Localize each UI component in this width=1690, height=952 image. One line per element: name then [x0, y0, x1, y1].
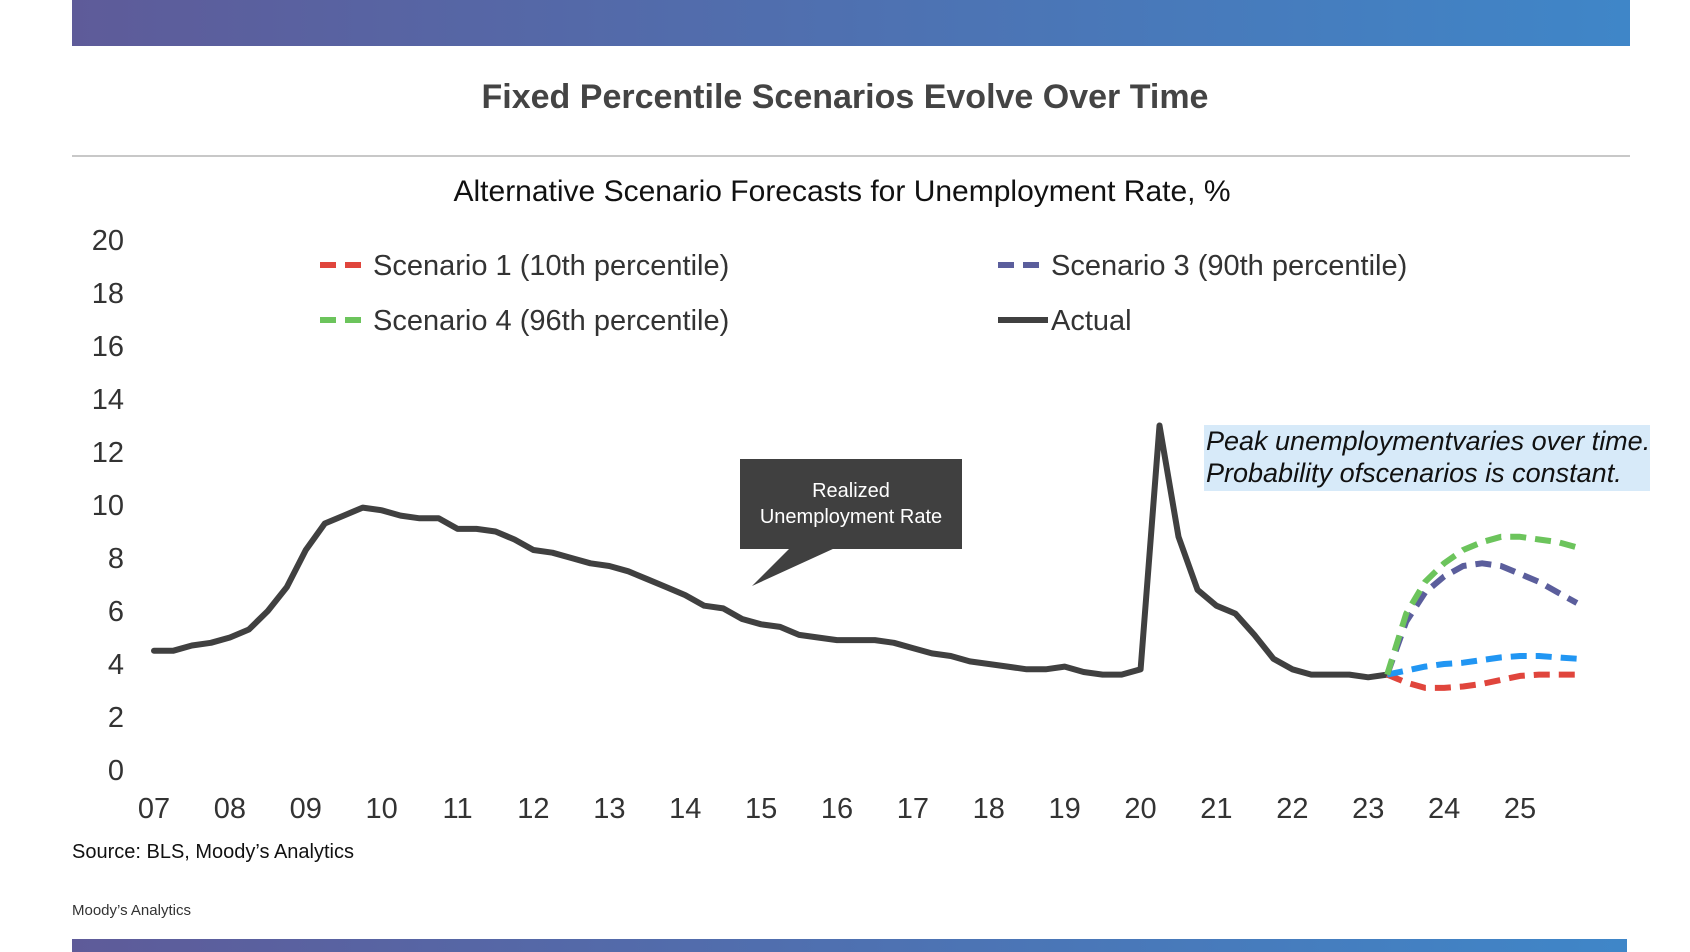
x-tick-label: 13 [593, 793, 625, 825]
y-tick-label: 18 [92, 278, 124, 310]
legend-item-actual: Actual [998, 305, 1132, 337]
top-banner [72, 0, 1630, 46]
y-tick-label: 6 [108, 596, 124, 628]
brand-footer: Moody’s Analytics [72, 902, 191, 919]
scenario-4-line [1384, 533, 1578, 676]
source-note: Source: BLS, Moody’s Analytics [72, 841, 354, 863]
y-axis-ticks: 0 2 4 6 8 10 12 14 16 18 20 [92, 225, 124, 787]
y-tick-label: 14 [92, 384, 124, 416]
legend-item-scenario-1: Scenario 1 (10th percentile) [320, 250, 729, 282]
bottom-banner [72, 939, 1627, 952]
x-axis-ticks: 07 08 09 10 11 12 13 14 15 16 17 18 19 20 21 22 23 24 25 [138, 793, 1536, 825]
x-tick-label: 21 [1200, 793, 1232, 825]
y-tick-label: 12 [92, 437, 124, 469]
callout-line-1: Realized [812, 480, 890, 502]
legend-item-scenario-4: Scenario 4 (96th percentile) [320, 305, 729, 337]
title-divider [72, 155, 1630, 157]
actual-line [151, 422, 1391, 681]
callout-pointer [752, 548, 835, 586]
x-tick-label: 14 [669, 793, 701, 825]
x-tick-label: 19 [1049, 793, 1081, 825]
x-tick-label: 08 [214, 793, 246, 825]
peak-annotation-line-2: Probability ofscenarios is constant. [1206, 458, 1622, 488]
series-layer [151, 422, 1579, 691]
x-tick-label: 17 [897, 793, 929, 825]
x-tick-label: 23 [1352, 793, 1384, 825]
y-tick-label: 4 [108, 649, 124, 681]
x-tick-label: 12 [517, 793, 549, 825]
peak-annotation-line-1: Peak unemploymentvaries over time. [1206, 426, 1651, 456]
callout-line-2: Unemployment Rate [759, 506, 943, 528]
realized-rate-callout: Realized Unemployment Rate [740, 459, 962, 549]
scenario-1-line [1386, 671, 1577, 691]
page-title: Fixed Percentile Scenarios Evolve Over T… [481, 78, 1209, 116]
y-tick-label: 16 [92, 331, 124, 363]
y-tick-label: 20 [92, 225, 124, 257]
legend-item-scenario-3: Scenario 3 (90th percentile) [998, 250, 1407, 282]
peak-annotation: Peak unemploymentvaries over time. Proba… [1204, 425, 1650, 491]
legend-label-actual: Actual [1051, 305, 1132, 337]
x-tick-label: 11 [443, 793, 473, 825]
chart-title: Alternative Scenario Forecasts for Unemp… [454, 175, 1231, 208]
x-tick-label: 22 [1276, 793, 1308, 825]
x-tick-label: 09 [290, 793, 322, 825]
legend-label-scenario-4: Scenario 4 (96th percentile) [373, 305, 729, 337]
x-tick-label: 25 [1504, 793, 1536, 825]
legend: Scenario 1 (10th percentile) Scenario 3 … [320, 250, 1407, 337]
x-tick-label: 24 [1428, 793, 1460, 825]
scenario-2-line [1386, 653, 1578, 678]
x-tick-label: 18 [973, 793, 1005, 825]
legend-label-scenario-1: Scenario 1 (10th percentile) [373, 250, 729, 282]
x-tick-label: 15 [745, 793, 777, 825]
scenario-3-line [1384, 560, 1579, 676]
x-tick-label: 20 [1124, 793, 1156, 825]
y-tick-label: 0 [108, 755, 124, 787]
y-tick-label: 2 [108, 702, 124, 734]
x-tick-label: 10 [366, 793, 398, 825]
x-tick-label: 16 [821, 793, 853, 825]
x-tick-label: 07 [138, 793, 170, 825]
y-tick-label: 10 [92, 490, 124, 522]
y-tick-label: 8 [108, 543, 124, 575]
legend-label-scenario-3: Scenario 3 (90th percentile) [1051, 250, 1407, 282]
